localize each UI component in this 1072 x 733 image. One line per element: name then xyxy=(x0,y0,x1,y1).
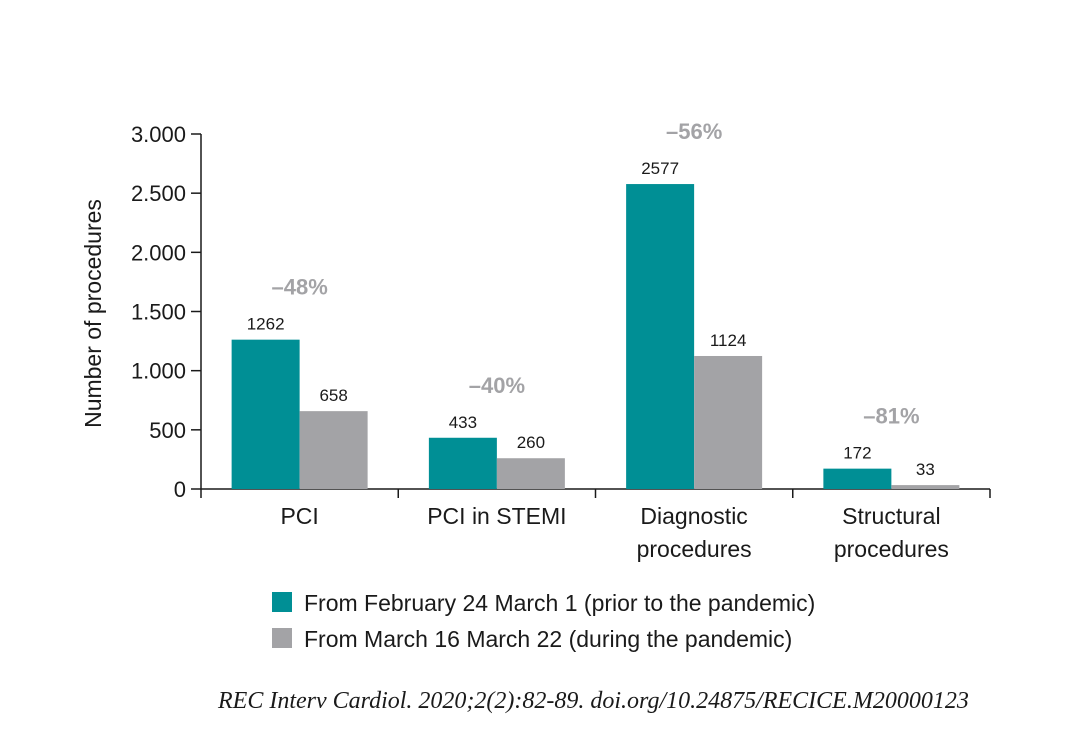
bar-value-label: 1262 xyxy=(247,315,285,334)
bars xyxy=(231,184,960,489)
bar xyxy=(428,437,497,489)
legend-swatch xyxy=(272,592,292,612)
x-axis: PCI PCI in STEMI Diagnostic procedures Struc… xyxy=(200,488,991,562)
x-category-label: Structural xyxy=(842,503,940,529)
citation: REC Interv Cardiol. 2020;2(2):82-89. doi… xyxy=(218,688,969,714)
bar-value-label: 260 xyxy=(517,433,545,452)
y-axis: 0 500 1.000 1.500 2.000 2.500 3.000 Number of p… xyxy=(80,122,202,502)
bar xyxy=(694,355,763,489)
bar xyxy=(299,411,368,489)
x-category-label: PCI xyxy=(280,503,318,529)
y-tick-label: 2.000 xyxy=(131,240,186,265)
percent-change-label: –56% xyxy=(666,119,722,144)
y-tick-label: 3.000 xyxy=(131,122,186,147)
y-tick-label: 2.500 xyxy=(131,181,186,206)
bar-value-label: 2577 xyxy=(641,159,679,178)
x-category-label: Diagnostic xyxy=(640,503,747,529)
y-tick-label: 1.000 xyxy=(131,359,186,384)
percent-change-label: –81% xyxy=(863,404,919,429)
legend-label: From March 16 March 22 (during the pande… xyxy=(304,626,792,652)
bar-value-label: 433 xyxy=(449,413,477,432)
bar xyxy=(891,485,960,489)
data-labels: 1262 658 –48% 433 260 –40% 2577 1124 –56% 172 33 –8… xyxy=(247,119,935,479)
percent-change-label: –40% xyxy=(469,373,525,398)
bar-value-label: 33 xyxy=(916,460,935,479)
x-category-label: PCI in STEMI xyxy=(427,503,566,529)
bar xyxy=(626,184,695,489)
bar xyxy=(231,339,300,489)
bar xyxy=(823,468,892,489)
percent-change-label: –48% xyxy=(271,275,327,300)
x-category-label: procedures xyxy=(637,536,752,562)
y-tick-label: 1.500 xyxy=(131,300,186,325)
bar-value-label: 1124 xyxy=(710,331,747,350)
legend-swatch xyxy=(272,628,292,648)
bar xyxy=(496,458,565,489)
bar-value-label: 172 xyxy=(843,444,871,463)
bar-value-label: 658 xyxy=(319,386,347,405)
x-category-label: procedures xyxy=(834,536,949,562)
y-tick-label: 0 xyxy=(174,477,186,502)
y-tick-label: 500 xyxy=(149,418,186,443)
y-axis-title: Number of procedures xyxy=(80,199,106,428)
legend-label: From February 24 March 1 (prior to the p… xyxy=(304,590,815,616)
legend: From February 24 March 1 (prior to the p… xyxy=(272,590,815,652)
